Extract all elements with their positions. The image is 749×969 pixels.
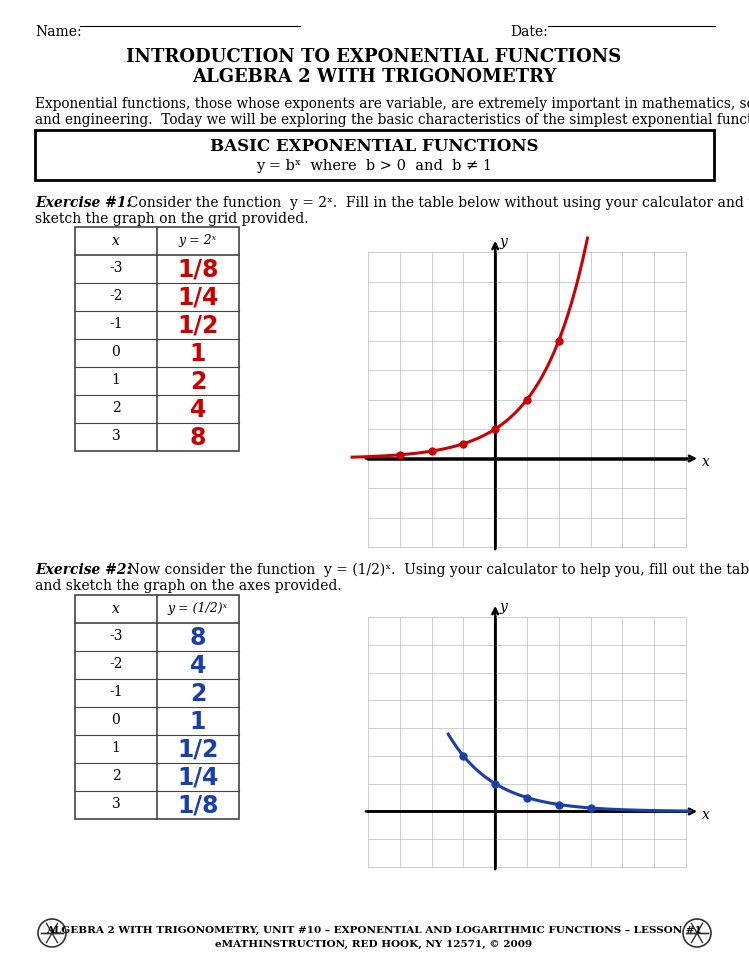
Text: x: x	[702, 807, 710, 822]
Text: 2: 2	[112, 768, 121, 782]
Text: y: y	[499, 234, 507, 249]
Text: Exponential functions, those whose exponents are variable, are extremely importa: Exponential functions, those whose expon…	[35, 97, 749, 110]
Text: 8: 8	[189, 625, 206, 649]
Bar	[35, 131, 714, 181]
Text: Exercise #1:: Exercise #1:	[35, 196, 132, 209]
Bar	[75, 228, 239, 452]
Text: Date:: Date:	[510, 25, 548, 39]
Text: y = 2ˣ: y = 2ˣ	[179, 234, 217, 247]
Text: sketch the graph on the grid provided.: sketch the graph on the grid provided.	[35, 212, 309, 226]
Text: ALGEBRA 2 WITH TRIGONOMETRY, UNIT #10 – EXPONENTIAL AND LOGARITHMIC FUNCTIONS – : ALGEBRA 2 WITH TRIGONOMETRY, UNIT #10 – …	[46, 925, 702, 934]
Text: 1/2: 1/2	[178, 737, 219, 762]
Text: INTRODUCTION TO EXPONENTIAL FUNCTIONS: INTRODUCTION TO EXPONENTIAL FUNCTIONS	[127, 47, 622, 66]
Text: 1: 1	[112, 740, 121, 754]
Text: and engineering.  Today we will be exploring the basic characteristics of the si: and engineering. Today we will be explor…	[35, 112, 749, 127]
Text: 4: 4	[189, 397, 206, 422]
Text: 1/4: 1/4	[178, 286, 219, 310]
Text: -3: -3	[109, 628, 123, 642]
Text: 4: 4	[189, 653, 206, 677]
Text: 3: 3	[112, 428, 121, 443]
Text: Now consider the function  y = (1/2)ˣ.  Using your calculator to help you, fill : Now consider the function y = (1/2)ˣ. Us…	[119, 562, 749, 577]
Text: y = bˣ  where  b > 0  and  b ≠ 1: y = bˣ where b > 0 and b ≠ 1	[256, 159, 492, 172]
Text: 1/8: 1/8	[178, 794, 219, 817]
Text: 1/4: 1/4	[178, 766, 219, 789]
Bar	[75, 595, 239, 819]
Text: 1/8: 1/8	[178, 258, 219, 282]
Text: 1: 1	[189, 342, 206, 365]
Text: 1: 1	[112, 373, 121, 387]
Text: -3: -3	[109, 261, 123, 275]
Text: x: x	[112, 602, 120, 615]
Text: 2: 2	[189, 369, 206, 393]
Text: -2: -2	[109, 656, 123, 671]
Text: 1: 1	[189, 709, 206, 734]
Text: -2: -2	[109, 289, 123, 302]
Text: x: x	[702, 455, 710, 469]
Text: 2: 2	[189, 681, 206, 705]
Text: -1: -1	[109, 317, 123, 330]
Text: eMATHINSTRUCTION, RED HOOK, NY 12571, © 2009: eMATHINSTRUCTION, RED HOOK, NY 12571, © …	[216, 939, 533, 948]
Text: ALGEBRA 2 WITH TRIGONOMETRY: ALGEBRA 2 WITH TRIGONOMETRY	[192, 68, 557, 86]
Text: x: x	[112, 234, 120, 248]
Text: y = (1/2)ˣ: y = (1/2)ˣ	[168, 602, 228, 614]
Text: 8: 8	[189, 425, 206, 450]
Text: 2: 2	[112, 400, 121, 415]
Text: Consider the function  y = 2ˣ.  Fill in the table below without using your calcu: Consider the function y = 2ˣ. Fill in th…	[119, 196, 749, 209]
Text: 0: 0	[112, 345, 121, 359]
Text: y: y	[499, 600, 507, 613]
Text: 0: 0	[112, 712, 121, 726]
Text: Exercise #2:: Exercise #2:	[35, 562, 132, 577]
Text: 3: 3	[112, 797, 121, 810]
Text: Name:: Name:	[35, 25, 82, 39]
Text: BASIC EXPONENTIAL FUNCTIONS: BASIC EXPONENTIAL FUNCTIONS	[210, 138, 539, 155]
Text: and sketch the graph on the axes provided.: and sketch the graph on the axes provide…	[35, 578, 342, 592]
Text: -1: -1	[109, 684, 123, 699]
Text: 1/2: 1/2	[178, 314, 219, 337]
